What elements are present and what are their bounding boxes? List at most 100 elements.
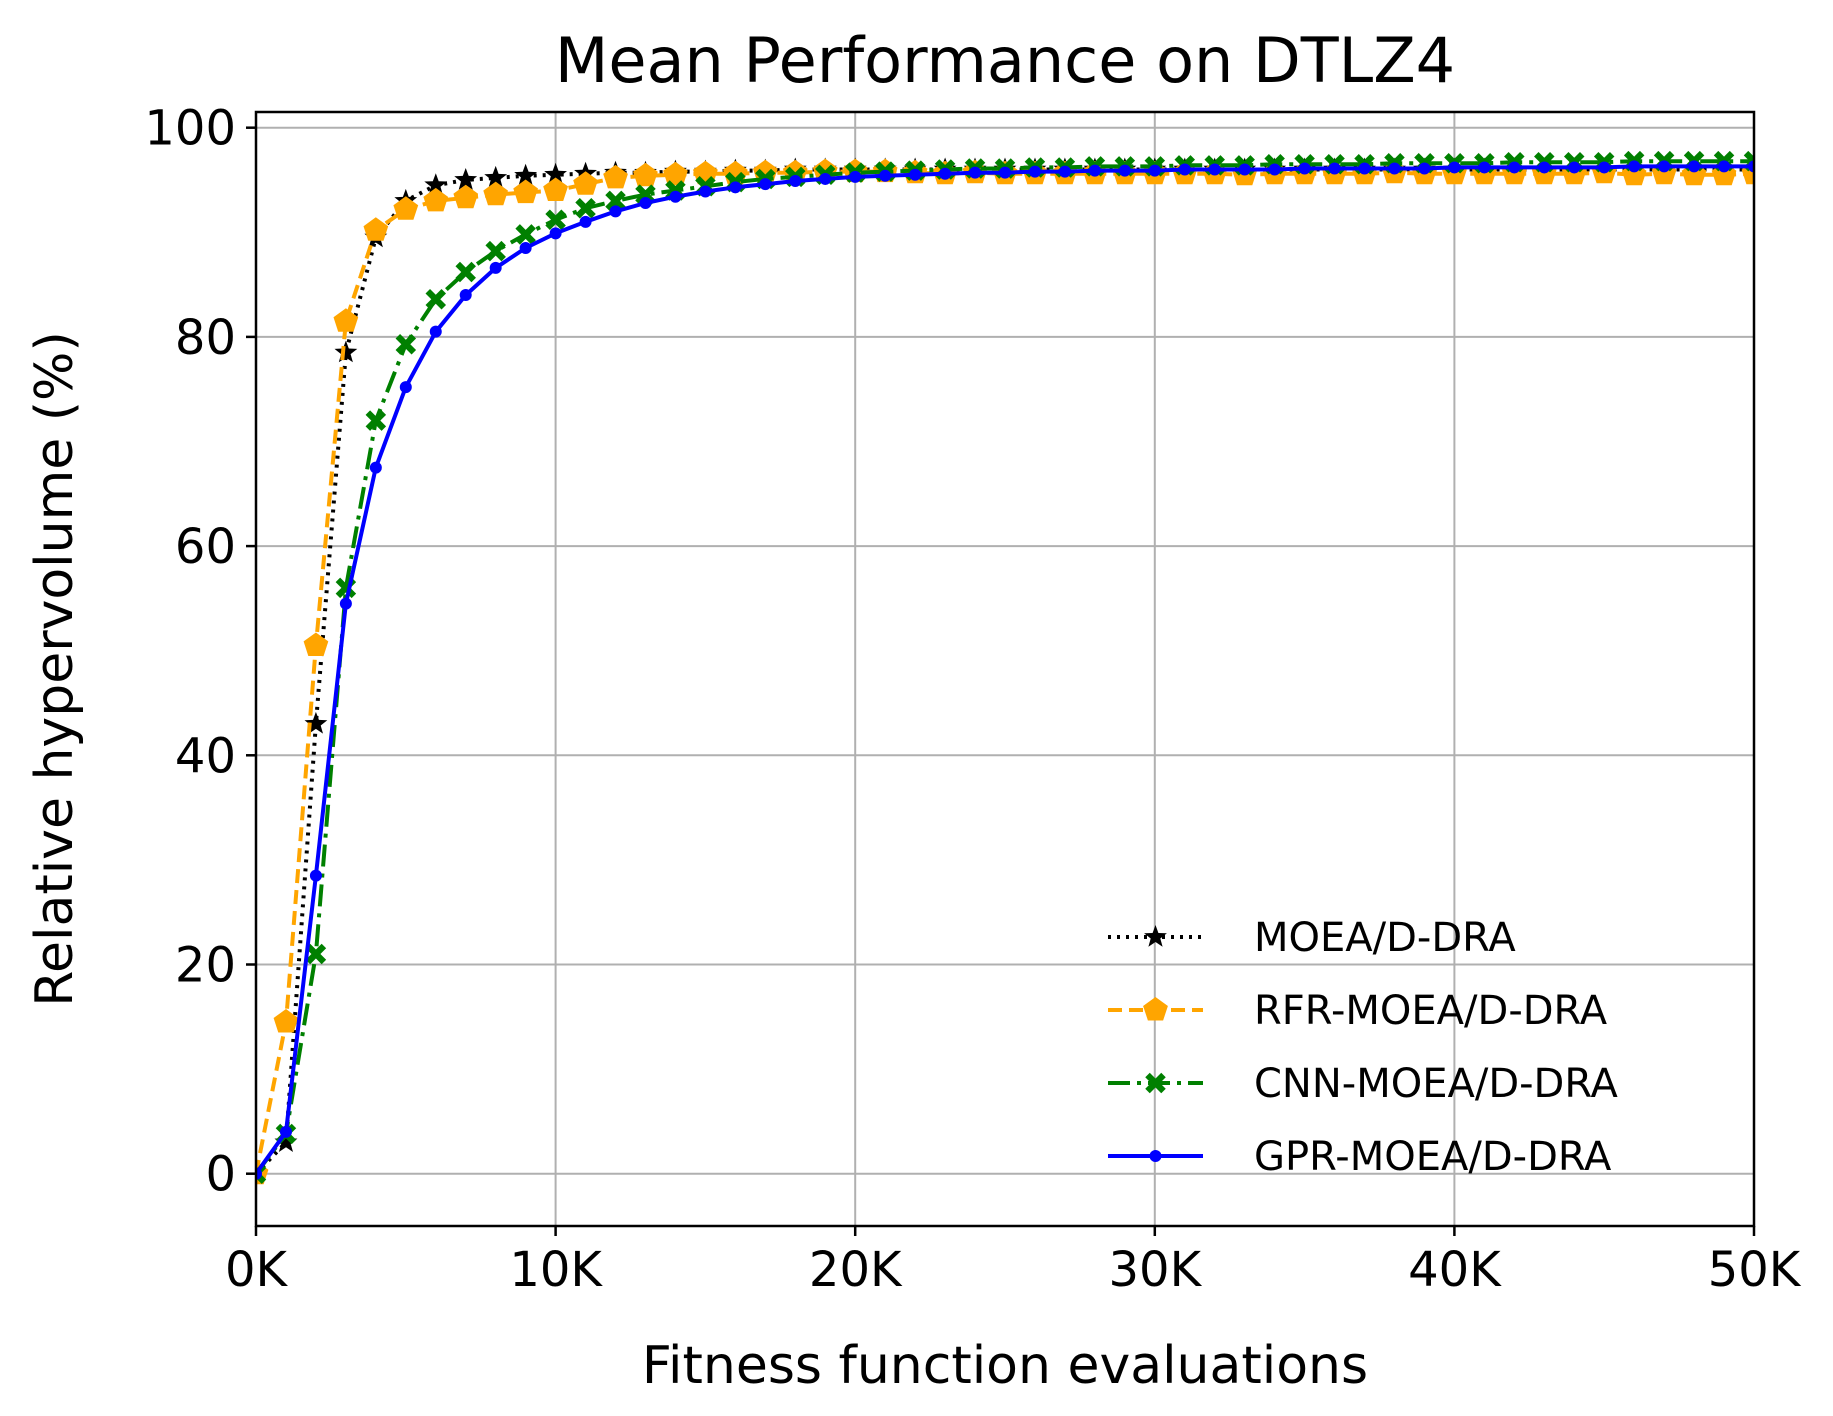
data-point <box>909 168 922 181</box>
series-group <box>256 150 1754 1185</box>
y-tick-label: 80 <box>175 310 236 366</box>
data-point <box>849 170 862 183</box>
data-point <box>1508 161 1521 174</box>
data-point <box>515 224 536 245</box>
data-point <box>393 196 419 220</box>
data-point <box>1478 161 1491 174</box>
data-point <box>455 261 476 283</box>
data-point <box>1208 163 1221 176</box>
y-tick-label: 20 <box>175 937 236 993</box>
legend-marker <box>1145 1072 1166 1094</box>
data-point <box>549 227 562 240</box>
data-point <box>969 166 982 179</box>
data-point <box>603 164 628 189</box>
data-point <box>1298 162 1311 175</box>
data-point <box>305 943 327 965</box>
data-point <box>1328 162 1341 175</box>
data-point <box>573 171 598 195</box>
data-point <box>635 184 656 205</box>
data-point <box>309 869 322 882</box>
x-tick-label: 10K <box>509 1242 603 1298</box>
data-point <box>1148 164 1161 177</box>
legend-label: CNN-MOEA/D-DRA <box>1254 1061 1619 1107</box>
data-point <box>1388 162 1401 175</box>
data-point <box>303 632 329 656</box>
data-point <box>1628 160 1641 173</box>
data-point <box>334 340 358 363</box>
data-point <box>1658 160 1671 173</box>
data-point <box>1088 164 1101 177</box>
legend: MOEA/D-DRA RFR-MOEA/D-DRA CNN-MOEA/D-DRA GP… <box>1108 915 1619 1180</box>
data-point <box>669 190 682 203</box>
x-tick-label: 0K <box>225 1242 289 1298</box>
data-point <box>1118 164 1131 177</box>
data-point <box>1418 162 1431 175</box>
data-point <box>579 215 592 228</box>
data-point <box>513 179 538 204</box>
x-axis-ticks: 0K 10K 20K 30K 40K 50K <box>225 1226 1802 1298</box>
data-point <box>1028 165 1041 178</box>
data-point <box>663 161 688 186</box>
data-point <box>425 288 447 310</box>
data-point <box>304 711 328 734</box>
data-point <box>544 162 567 185</box>
data-point <box>279 1125 292 1138</box>
y-tick-label: 100 <box>144 101 236 157</box>
data-point <box>729 181 742 194</box>
data-point <box>273 1009 299 1033</box>
data-point <box>605 190 626 212</box>
data-point <box>639 197 652 210</box>
data-point <box>1688 160 1701 173</box>
data-point <box>483 181 508 206</box>
data-point <box>1568 161 1581 174</box>
data-point <box>609 205 622 218</box>
data-point <box>424 173 448 195</box>
data-point <box>333 308 359 332</box>
legend-marker <box>1149 1150 1162 1162</box>
data-point <box>256 1167 262 1180</box>
data-point <box>485 240 506 262</box>
data-point <box>423 187 449 212</box>
data-point <box>484 165 508 188</box>
x-tick-label: 30K <box>1109 1242 1203 1298</box>
data-point <box>789 175 802 188</box>
x-tick-label: 40K <box>1408 1242 1502 1298</box>
data-point <box>1268 163 1281 176</box>
data-point <box>459 289 472 302</box>
y-tick-label: 60 <box>175 519 236 575</box>
legend-item: MOEA/D-DRA <box>1108 915 1516 961</box>
data-point <box>454 168 478 190</box>
data-point <box>1448 161 1461 174</box>
data-point <box>369 461 382 474</box>
data-point <box>699 185 712 198</box>
legend-label: RFR-MOEA/D-DRA <box>1254 988 1608 1034</box>
data-point <box>759 178 772 191</box>
data-point <box>399 381 412 394</box>
legend-label: GPR-MOEA/D-DRA <box>1254 1134 1612 1180</box>
series-line <box>256 159 1754 1175</box>
plot-frame <box>254 110 1756 1228</box>
data-point <box>339 597 352 610</box>
y-tick-label: 0 <box>205 1147 236 1203</box>
data-point <box>453 184 479 209</box>
data-point <box>545 209 566 230</box>
legend-item: RFR-MOEA/D-DRA <box>1108 988 1608 1034</box>
legend-marker <box>1143 997 1168 1021</box>
data-point <box>1598 161 1611 174</box>
data-point <box>1748 160 1754 173</box>
y-tick-label: 40 <box>175 728 236 784</box>
legend-label: MOEA/D-DRA <box>1254 915 1516 961</box>
data-point <box>543 177 568 201</box>
data-point <box>575 197 596 219</box>
y-axis-label: Relative hypervolume (%) <box>25 331 85 1007</box>
data-point <box>819 172 832 185</box>
legend-marker <box>1144 925 1167 947</box>
data-point <box>489 261 502 274</box>
data-point <box>1358 162 1371 175</box>
data-point <box>365 410 387 431</box>
data-point <box>363 217 389 241</box>
data-point <box>633 162 658 187</box>
series-gpr-moea-d-dra <box>256 160 1754 1180</box>
data-point <box>1538 161 1551 174</box>
